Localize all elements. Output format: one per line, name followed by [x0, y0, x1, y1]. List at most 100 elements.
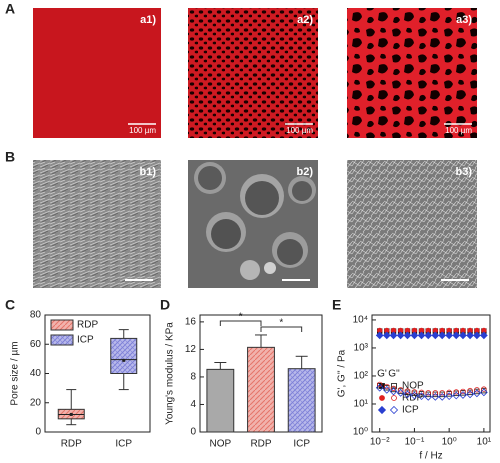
- marker: [474, 387, 480, 393]
- scale-label: 100 µm: [286, 126, 313, 135]
- micrograph: [347, 8, 477, 138]
- legend-header: G'': [388, 369, 400, 380]
- significance-label: *: [239, 312, 243, 323]
- panel-label: E: [332, 297, 341, 313]
- legend-swatch: [50, 319, 74, 331]
- y-tick-label: 60: [30, 339, 42, 350]
- micrograph: [347, 160, 477, 288]
- marker: [459, 331, 467, 340]
- marker: [452, 331, 461, 340]
- y-tick-label: 40: [30, 368, 42, 379]
- y-tick-label: 0: [190, 427, 196, 438]
- marker: [411, 390, 418, 397]
- scale-label: 100 µm: [129, 126, 156, 135]
- panel-label: A: [5, 1, 15, 17]
- marker: [389, 405, 399, 415]
- bar: [287, 368, 316, 433]
- marker: [424, 392, 433, 401]
- marker: [389, 387, 398, 396]
- x-tick-label: ICP: [293, 439, 310, 450]
- marker: [375, 383, 384, 392]
- x-tick-label: 10⁻¹: [405, 437, 425, 448]
- marker: [403, 390, 412, 399]
- image-label: b2): [297, 166, 314, 178]
- image-label: a3): [456, 14, 472, 26]
- x-tick-label: 10¹: [477, 437, 492, 448]
- box: [110, 337, 138, 374]
- marker: [379, 395, 385, 401]
- x-tick-label: 10⁻²: [370, 437, 390, 448]
- marker: [431, 392, 440, 401]
- marker: [453, 389, 459, 395]
- y-tick-label: 16: [185, 317, 197, 328]
- mean-marker: [69, 412, 73, 416]
- image-label: b3): [456, 166, 473, 178]
- marker: [480, 331, 488, 340]
- panel-label: B: [5, 149, 15, 165]
- marker: [417, 392, 426, 401]
- y-axis-label: Young's modulus / KPa: [165, 322, 176, 425]
- marker: [391, 395, 397, 401]
- marker: [480, 388, 488, 397]
- marker: [438, 331, 447, 340]
- marker: [432, 391, 439, 398]
- micrograph: [188, 8, 318, 138]
- significance-bracket: [219, 320, 262, 326]
- marker: [384, 383, 390, 390]
- image-label: a1): [140, 14, 156, 26]
- marker: [425, 391, 431, 398]
- marker: [431, 331, 440, 340]
- marker: [396, 331, 405, 340]
- marker: [459, 391, 467, 399]
- legend-label: NOP: [402, 381, 424, 392]
- x-tick-label: 10⁰: [442, 437, 457, 448]
- y-tick-label: 10²: [354, 371, 369, 382]
- bar: [247, 346, 275, 433]
- legend-label: RDP: [77, 320, 98, 331]
- marker: [466, 331, 474, 340]
- y-tick-label: 10¹: [354, 399, 369, 410]
- marker: [439, 390, 445, 396]
- marker: [474, 388, 480, 395]
- marker: [467, 389, 473, 396]
- marker: [390, 385, 397, 392]
- marker: [452, 391, 461, 400]
- marker: [404, 388, 411, 394]
- legend-header: G': [377, 369, 387, 380]
- marker: [438, 392, 447, 401]
- marker: [417, 331, 426, 340]
- significance-bracket: [260, 326, 303, 332]
- significance-label: *: [279, 318, 283, 329]
- scale-label: 100 µm: [445, 126, 472, 135]
- y-tick-label: 80: [30, 310, 42, 321]
- marker: [460, 388, 466, 395]
- x-tick-label: NOP: [209, 439, 231, 450]
- marker: [481, 386, 487, 392]
- panel-label: C: [5, 297, 15, 313]
- x-tick-label: RDP: [61, 439, 82, 450]
- panel-label: D: [160, 297, 170, 313]
- y-tick-label: 0: [35, 427, 41, 438]
- marker: [389, 331, 398, 340]
- legend-label: RDP: [402, 393, 423, 404]
- micrograph: [188, 160, 318, 288]
- marker: [377, 405, 387, 415]
- marker: [411, 389, 418, 395]
- marker: [410, 391, 419, 400]
- y-tick-label: 12: [185, 344, 197, 355]
- y-tick-label: 10⁴: [353, 315, 368, 326]
- x-axis-label: f / Hz: [419, 451, 442, 462]
- y-tick-label: 20: [30, 397, 42, 408]
- marker: [453, 390, 459, 397]
- marker: [466, 390, 474, 399]
- y-axis-label: Pore size / µm: [10, 341, 21, 405]
- marker: [473, 389, 481, 398]
- marker: [424, 331, 433, 340]
- y-tick-label: 10³: [354, 343, 369, 354]
- y-axis-label: G', G'' / Pa: [337, 349, 348, 397]
- mean-marker: [122, 358, 126, 362]
- x-tick-label: ICP: [115, 439, 132, 450]
- marker: [446, 389, 452, 396]
- micrograph: [33, 8, 161, 138]
